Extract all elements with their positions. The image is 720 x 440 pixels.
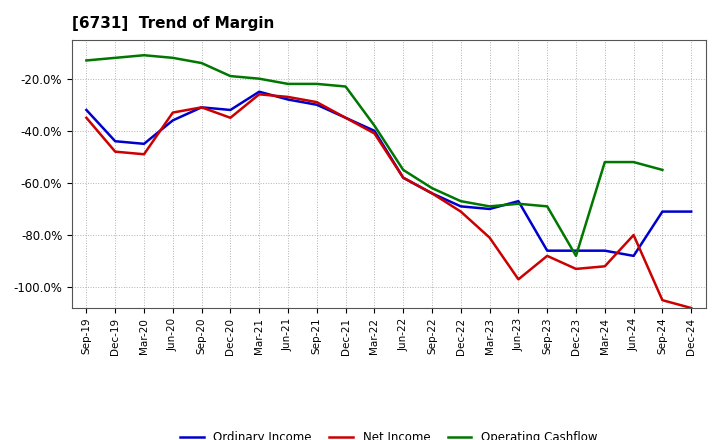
- Line: Operating Cashflow: Operating Cashflow: [86, 55, 662, 256]
- Net Income: [399, 175, 408, 180]
- Net Income: [255, 92, 264, 97]
- Operating Cashflow: [255, 76, 264, 81]
- Net Income: [168, 110, 177, 115]
- Ordinary Income: [284, 97, 292, 102]
- Operating Cashflow: [284, 81, 292, 87]
- Net Income: [312, 99, 321, 105]
- Operating Cashflow: [168, 55, 177, 60]
- Operating Cashflow: [658, 167, 667, 172]
- Ordinary Income: [514, 198, 523, 204]
- Ordinary Income: [82, 107, 91, 113]
- Ordinary Income: [456, 204, 465, 209]
- Net Income: [226, 115, 235, 121]
- Ordinary Income: [197, 105, 206, 110]
- Net Income: [456, 209, 465, 214]
- Operating Cashflow: [600, 159, 609, 165]
- Ordinary Income: [543, 248, 552, 253]
- Net Income: [341, 115, 350, 121]
- Net Income: [687, 305, 696, 311]
- Net Income: [572, 266, 580, 271]
- Ordinary Income: [687, 209, 696, 214]
- Operating Cashflow: [485, 204, 494, 209]
- Operating Cashflow: [312, 81, 321, 87]
- Ordinary Income: [226, 107, 235, 113]
- Operating Cashflow: [341, 84, 350, 89]
- Net Income: [514, 277, 523, 282]
- Operating Cashflow: [226, 73, 235, 79]
- Ordinary Income: [629, 253, 638, 259]
- Operating Cashflow: [572, 253, 580, 259]
- Ordinary Income: [312, 102, 321, 107]
- Operating Cashflow: [456, 198, 465, 204]
- Operating Cashflow: [543, 204, 552, 209]
- Legend: Ordinary Income, Net Income, Operating Cashflow: Ordinary Income, Net Income, Operating C…: [176, 427, 602, 440]
- Net Income: [629, 232, 638, 238]
- Operating Cashflow: [140, 53, 148, 58]
- Operating Cashflow: [82, 58, 91, 63]
- Net Income: [658, 297, 667, 303]
- Ordinary Income: [140, 141, 148, 147]
- Net Income: [485, 235, 494, 240]
- Text: [6731]  Trend of Margin: [6731] Trend of Margin: [72, 16, 274, 32]
- Line: Ordinary Income: Ordinary Income: [86, 92, 691, 256]
- Ordinary Income: [341, 115, 350, 121]
- Net Income: [428, 191, 436, 196]
- Net Income: [370, 131, 379, 136]
- Ordinary Income: [658, 209, 667, 214]
- Net Income: [284, 94, 292, 99]
- Operating Cashflow: [370, 123, 379, 128]
- Ordinary Income: [600, 248, 609, 253]
- Operating Cashflow: [629, 159, 638, 165]
- Line: Net Income: Net Income: [86, 94, 691, 308]
- Ordinary Income: [111, 139, 120, 144]
- Ordinary Income: [572, 248, 580, 253]
- Net Income: [197, 105, 206, 110]
- Ordinary Income: [399, 175, 408, 180]
- Net Income: [543, 253, 552, 259]
- Ordinary Income: [370, 128, 379, 133]
- Ordinary Income: [168, 118, 177, 123]
- Operating Cashflow: [111, 55, 120, 60]
- Net Income: [82, 115, 91, 121]
- Ordinary Income: [428, 191, 436, 196]
- Operating Cashflow: [197, 60, 206, 66]
- Ordinary Income: [255, 89, 264, 94]
- Net Income: [111, 149, 120, 154]
- Net Income: [600, 264, 609, 269]
- Net Income: [140, 152, 148, 157]
- Operating Cashflow: [514, 201, 523, 206]
- Ordinary Income: [485, 206, 494, 212]
- Operating Cashflow: [399, 167, 408, 172]
- Operating Cashflow: [428, 186, 436, 191]
